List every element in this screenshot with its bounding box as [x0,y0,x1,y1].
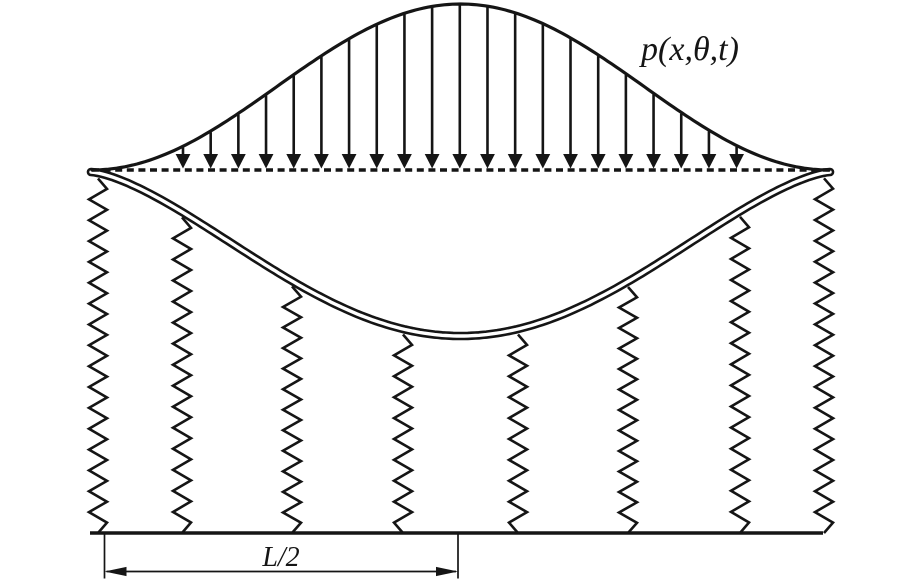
spring-zigzag-icon [812,177,836,534]
load-arrow-head-icon [618,154,634,169]
spring-zigzag-icon [506,333,530,534]
load-arrows [175,5,744,169]
beam-deflection-curve [86,167,835,341]
load-arrow-head-icon [563,154,578,169]
load-arrow-head-icon [480,154,495,169]
spring-zigzag-icon [170,216,194,534]
dimension-arrowhead-right-icon [436,566,458,577]
load-arrow-head-icon [314,154,329,169]
beam-deflection-curve-gap [89,170,832,338]
load-arrow-head-icon [424,154,440,169]
load-arrow-head-icon [397,154,412,169]
load-arrow-head-icon [258,154,274,169]
spring-zigzag-icon [391,333,415,534]
load-arrow-head-icon [507,154,523,169]
spring-zigzag-icon [280,285,304,534]
load-arrow-head-icon [452,154,468,169]
load-arrow-head-icon [286,154,302,169]
load-arrow-head-icon [646,154,661,169]
load-arrow-head-icon [369,154,385,169]
spring-zigzag-icon [86,177,110,534]
dimension-annotation: L/2 [103,534,459,579]
dimension-arrowhead-left-icon [104,566,127,577]
load-arrow-head-icon [341,154,357,169]
spring-zigzag-icon [728,215,752,534]
load-label: p(x,θ,t) [639,31,739,68]
load-arrow-head-icon [729,154,744,169]
spring-zigzag-icon [616,286,640,534]
load-arrow-head-icon [230,154,246,169]
load-arrow-head-icon [175,154,191,169]
load-arrow-head-icon [673,154,689,169]
dimension-label: L/2 [261,542,299,573]
load-arrow-head-icon [701,154,717,169]
load-distribution-curve [90,2,831,172]
load-arrow-head-icon [535,154,551,169]
load-arrow-head-icon [203,154,219,169]
load-arrow-head-icon [590,154,606,169]
foundation-springs [86,177,836,534]
